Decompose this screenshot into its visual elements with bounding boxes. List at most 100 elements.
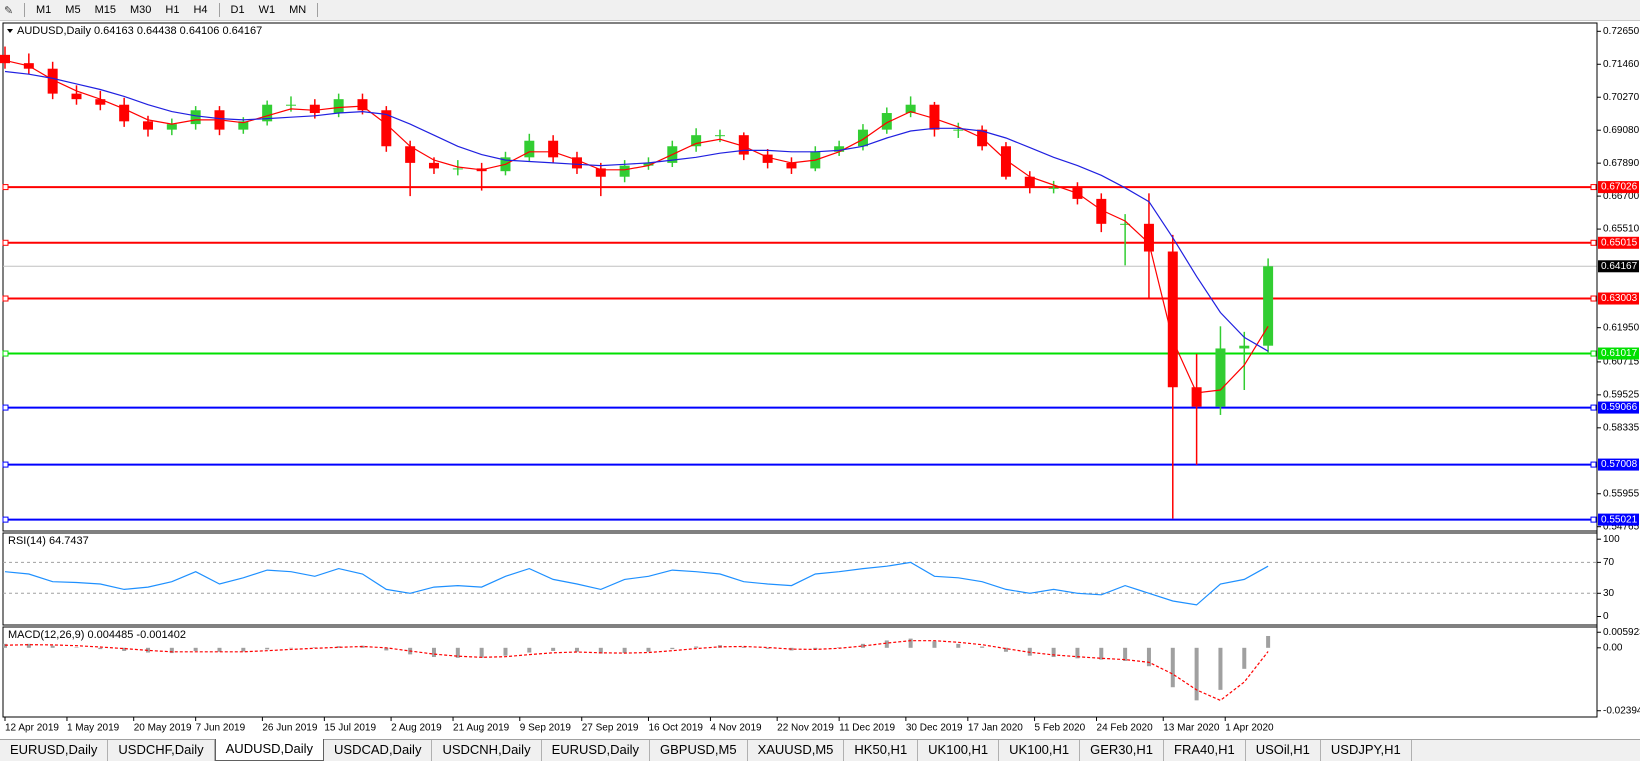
candle-body	[381, 110, 392, 147]
timeframe-button[interactable]: M15	[94, 4, 116, 16]
timeframe-button[interactable]: MN	[289, 4, 307, 16]
separator	[24, 3, 25, 17]
x-tick-label: 7 Jun 2019	[196, 723, 246, 734]
timeframe-button[interactable]: W1	[258, 4, 276, 16]
chart-tab[interactable]: UK100,H1	[918, 740, 1000, 761]
chart-tab[interactable]: EURUSD,Daily	[542, 740, 650, 761]
chart-tab[interactable]: USOil,H1	[1246, 740, 1321, 761]
x-tick-label: 26 Jun 2019	[262, 723, 317, 734]
timeframe-button[interactable]: H4	[193, 4, 208, 16]
candle-body	[119, 104, 130, 122]
candle-body	[357, 99, 368, 111]
candle-body	[548, 140, 559, 158]
candle-body	[95, 99, 106, 105]
chart-tab[interactable]: USDJPY,H1	[1321, 740, 1412, 761]
menu-triangle	[7, 29, 13, 33]
macd-bar	[527, 647, 532, 653]
candle-body	[786, 162, 797, 169]
pane-title: MACD(12,26,9) 0.004485 -0.001402	[8, 629, 186, 641]
timeframe-button[interactable]: M5	[65, 4, 81, 16]
y-tick-label: 0.72650	[1603, 26, 1640, 37]
timeframe-button[interactable]: H1	[165, 4, 180, 16]
x-tick-label: 22 Nov 2019	[777, 723, 834, 734]
x-tick-label: 1 Apr 2020	[1225, 723, 1274, 734]
candle-body	[452, 168, 463, 170]
y-tick-label: 0.66700	[1603, 191, 1640, 202]
chart-tab[interactable]: GBPUSD,M5	[650, 740, 748, 761]
macd-bar	[336, 646, 341, 648]
y-tick-label: 0.55955	[1603, 488, 1640, 499]
chart-tab[interactable]: XAUUSD,M5	[748, 740, 845, 761]
chart-tab[interactable]: HK50,H1	[844, 740, 919, 761]
x-tick-label: 30 Dec 2019	[906, 723, 963, 734]
macd-bar	[1123, 647, 1128, 661]
candle-body	[953, 129, 964, 131]
chart-tab[interactable]: USDCHF,Daily	[108, 740, 215, 761]
macd-bar	[1146, 647, 1151, 667]
last-price-box	[1598, 260, 1639, 273]
macd-bar	[622, 647, 627, 654]
level-anchor	[2, 295, 9, 302]
x-tick-label: 9 Sep 2019	[520, 723, 572, 734]
level-label-box	[1598, 513, 1639, 526]
macd-bar	[884, 640, 889, 648]
macd-bar	[741, 646, 746, 648]
level-anchor	[1590, 350, 1597, 357]
candle-body	[1024, 176, 1035, 188]
macd-bar	[169, 647, 174, 654]
candle-body	[1239, 345, 1250, 349]
candle-body	[428, 162, 439, 169]
macd-bar	[551, 647, 556, 651]
chart-tab[interactable]: USDCNH,Daily	[432, 740, 542, 761]
y-tick-label: 0.60715	[1603, 357, 1640, 368]
candle-body	[142, 121, 153, 130]
tab-bar: EURUSD,Daily USDCHF,Daily AUDUSD,Daily USDC…	[0, 739, 1640, 761]
timeframe-button[interactable]: D1	[230, 4, 245, 16]
x-tick-label: 15 Jul 2019	[324, 723, 376, 734]
level-anchor	[2, 516, 9, 523]
macd-bar	[1051, 647, 1056, 658]
macd-bar	[74, 647, 79, 648]
chart-tab[interactable]: UK100,H1	[999, 740, 1081, 761]
candle-body	[333, 99, 344, 114]
macd-bar	[598, 647, 603, 654]
macd-bar	[1170, 647, 1175, 688]
macd-bar	[908, 638, 913, 648]
level-anchor	[2, 239, 9, 246]
macd-bar	[312, 647, 317, 648]
level-label-box	[1598, 236, 1639, 249]
chart-tab[interactable]: USDCAD,Daily	[324, 740, 433, 761]
candle-body	[905, 104, 916, 114]
level-anchor	[2, 404, 9, 411]
candle-body	[881, 113, 892, 130]
chart-tab[interactable]: AUDUSD,Daily	[214, 739, 325, 761]
candle-body	[762, 154, 773, 163]
macd-bar	[813, 647, 818, 650]
y-tick-label: -0.023944	[1603, 705, 1640, 716]
chart-tab[interactable]: EURUSD,Daily	[0, 740, 109, 761]
chart-tab[interactable]: FRA40,H1	[1164, 740, 1246, 761]
candle-body	[1215, 348, 1226, 407]
pane-title: RSI(14) 64.7437	[8, 535, 89, 547]
candle-body	[1143, 223, 1154, 252]
chart-tab[interactable]: GER30,H1	[1080, 740, 1165, 761]
y-tick-label: 0.58335	[1603, 422, 1640, 433]
macd-bar	[479, 647, 484, 658]
y-tick-label: 0.70270	[1603, 92, 1640, 103]
x-tick-label: 11 Dec 2019	[839, 723, 895, 734]
y-tick-label: 0.59525	[1603, 389, 1640, 400]
macd-bar	[694, 646, 699, 648]
candle-body	[238, 121, 249, 130]
macd-bar	[1242, 647, 1247, 669]
candle-body	[929, 104, 940, 130]
candle-body	[643, 162, 654, 166]
x-tick-label: 20 May 2019	[134, 723, 192, 734]
candle-body	[691, 135, 702, 147]
timeframe-button[interactable]: M30	[129, 4, 152, 16]
macd-bar	[288, 647, 293, 649]
timeframe-button[interactable]: M1	[36, 4, 52, 16]
candle-body	[834, 146, 845, 152]
macd-bar	[1266, 635, 1271, 648]
pane-frame	[2, 532, 1598, 626]
